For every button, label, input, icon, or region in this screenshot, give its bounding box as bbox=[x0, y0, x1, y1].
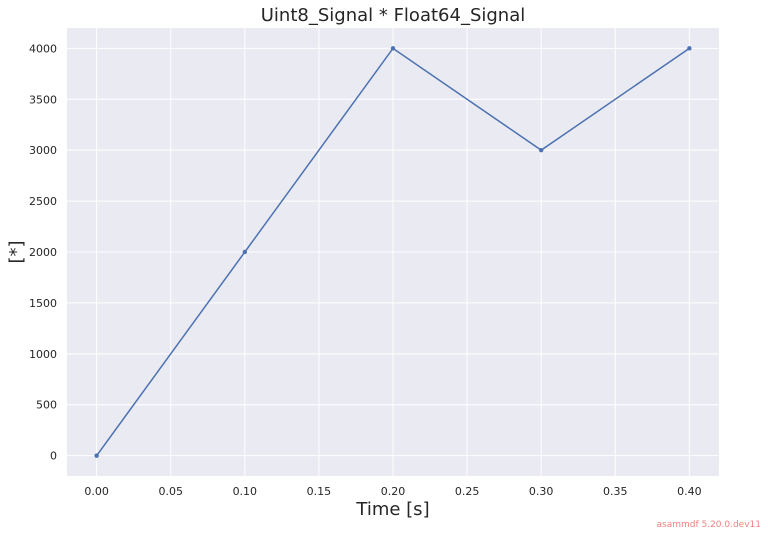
data-point bbox=[390, 46, 396, 51]
data-point bbox=[687, 46, 692, 51]
grid bbox=[67, 28, 719, 476]
y-axis-ticks: 0 500 1000 1500 2000 2500 3000 3500 4000 bbox=[29, 42, 57, 462]
x-axis-title: Time [s] bbox=[355, 499, 429, 520]
version-watermark: asammdf 5.20.0.dev11 bbox=[656, 520, 761, 530]
x-tick-label: 0.00 bbox=[84, 485, 109, 498]
x-tick-label: 0.20 bbox=[381, 485, 406, 498]
data-point bbox=[538, 147, 544, 153]
y-axis-title: [*] bbox=[6, 240, 27, 263]
y-tick-label: 2000 bbox=[29, 246, 57, 259]
y-tick-label: 3500 bbox=[29, 93, 57, 106]
x-axis-ticks: 0.00 0.05 0.10 0.15 0.20 0.25 0.30 0.35 0.40 bbox=[84, 485, 701, 498]
x-tick-label: 0.15 bbox=[307, 485, 332, 498]
y-tick-label: 4000 bbox=[29, 42, 57, 55]
x-tick-label: 0.05 bbox=[158, 485, 183, 498]
y-tick-label: 1000 bbox=[29, 348, 57, 361]
data-point bbox=[242, 249, 248, 255]
y-tick-label: 500 bbox=[36, 399, 57, 412]
y-tick-label: 0 bbox=[50, 450, 57, 463]
x-tick-label: 0.40 bbox=[677, 485, 702, 498]
series-layer bbox=[94, 46, 692, 458]
x-tick-label: 0.25 bbox=[455, 485, 480, 498]
x-tick-label: 0.30 bbox=[529, 485, 554, 498]
y-tick-label: 1500 bbox=[29, 297, 57, 310]
y-tick-label: 3000 bbox=[29, 144, 57, 157]
x-tick-label: 0.10 bbox=[233, 485, 258, 498]
chart-title: Uint8_Signal * Float64_Signal bbox=[261, 5, 525, 26]
y-tick-label: 2500 bbox=[29, 195, 57, 208]
data-point bbox=[94, 453, 99, 458]
x-tick-label: 0.35 bbox=[603, 485, 628, 498]
